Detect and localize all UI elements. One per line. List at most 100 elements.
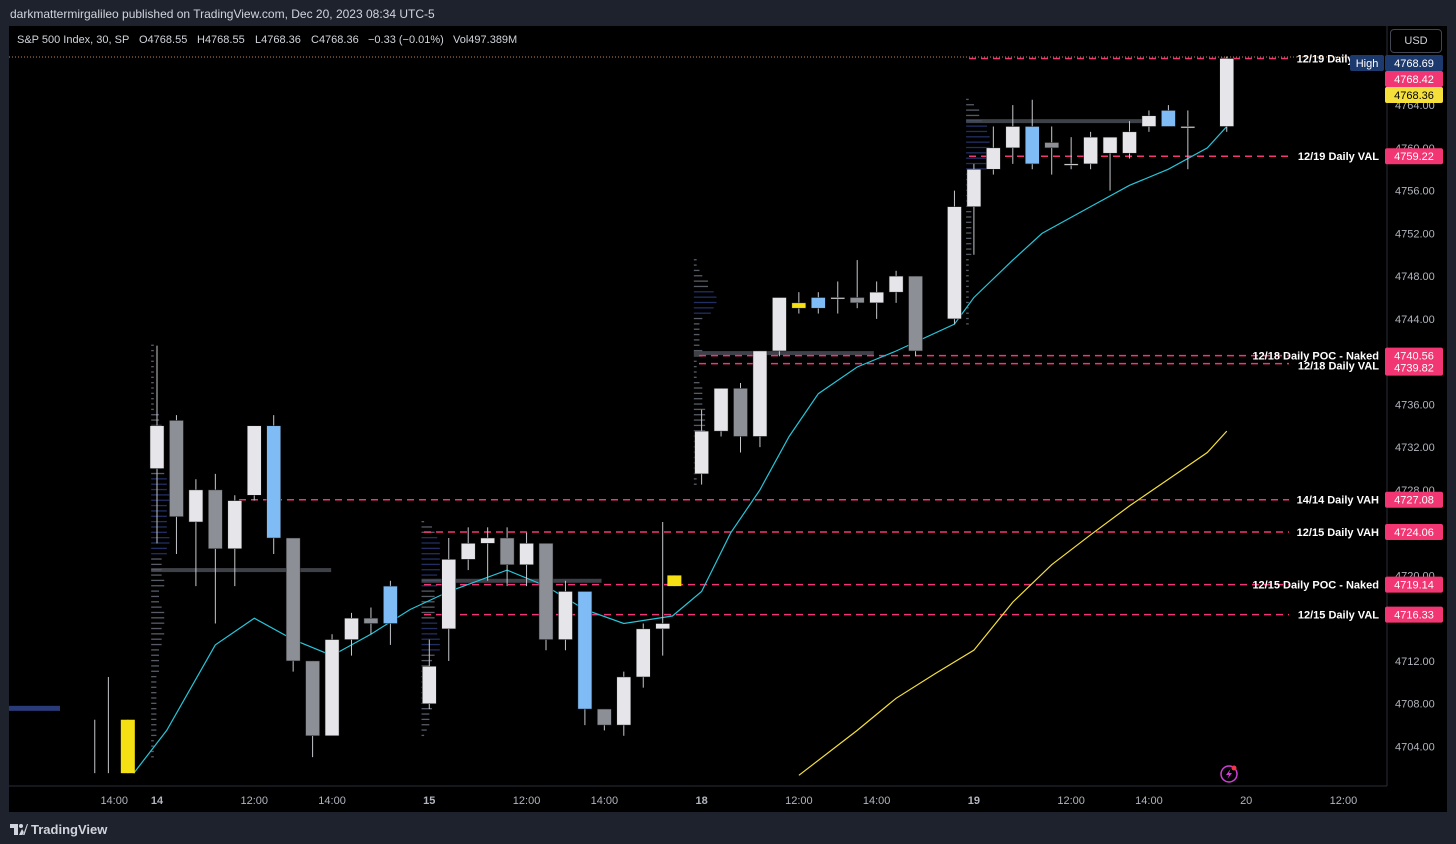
alert-icon[interactable] [1220,765,1238,783]
time-tick-label: 19 [968,795,980,807]
profile-bar [151,398,154,400]
time-tick-label: 14:00 [318,795,346,807]
profile-bar [421,654,435,656]
legend-low: L4768.36 [255,34,301,46]
profile-bar [966,312,969,314]
profile-bar [151,638,162,640]
level-badge [1385,359,1443,376]
profile-bar [966,280,969,282]
price-tick-label: 4756.00 [1395,186,1435,198]
mid-value: 4768.42 [1394,74,1434,86]
candle-body [188,489,204,523]
candle-body [616,676,632,726]
high-value-badge [1385,55,1443,71]
profile-bar [151,387,154,389]
profile-bar [151,675,157,678]
profile-bar [966,301,969,304]
high-value: 4768.69 [1394,58,1434,70]
level-badge [1385,491,1443,508]
profile-bar [421,585,438,587]
chart-legend: S&P 500 Index, 30, SP O4768.55 H4768.55 … [17,34,517,46]
profile-bar [151,424,162,427]
profile-bar [966,285,969,288]
profile-bar [966,227,972,229]
profile-bar [966,210,972,213]
price-badges: 4759.224740.564739.824727.084724.064719.… [1350,55,1443,623]
time-tick-label: 12:00 [1330,795,1358,807]
profile-bar [693,382,700,384]
profile-bar [693,323,700,325]
candle-body [908,275,923,352]
profile-bar [151,553,167,555]
profile-bar [693,419,706,421]
level-label: 12/18 Daily POC - Naked [1252,351,1379,363]
chart-area[interactable]: 12/19 Daily VAH 12/19 Daily VAL 12/18 Dail… [9,26,1447,812]
profile-bar [151,633,165,635]
profile-bar [151,344,154,346]
profile-bar [966,221,972,223]
time-tick-label: 12:00 [785,795,813,807]
legend-volume: Vol497.389M [453,34,517,46]
candle-body [1005,126,1021,149]
footer-bar: TradingView [0,812,1456,844]
level-label: 14/14 Daily VAH [1297,495,1379,507]
level-label: 12/15 Daily VAH [1297,527,1379,539]
profile-bar [151,526,167,528]
profile-bar [151,585,165,587]
candle-body [247,425,262,496]
time-tick-label: 20 [1240,795,1252,807]
profile-bar [421,734,425,737]
profile-bar [151,665,160,667]
profile-bar [151,697,157,699]
legend-symbol: S&P 500 Index, 30, SP [17,34,129,46]
profile-bar [421,665,430,667]
candle-body [1063,163,1079,166]
profile-bar [693,285,708,288]
profile-bar [151,750,154,753]
legend-change: −0.33 (−0.01%) [368,34,444,46]
candle-body [499,537,515,565]
level-badge [1385,148,1443,165]
candle-body [830,297,845,300]
profile-bar [151,355,154,357]
candle-body [1161,110,1176,127]
profile-bar [421,718,430,721]
candle-body [888,275,904,293]
profile-bar [966,130,988,133]
profile-bar [421,595,435,598]
profile-bar [151,681,157,683]
time-tick-label: 14:00 [100,795,128,807]
candle-body [1044,142,1059,149]
publisher-bar: darkmattermirgalileo published on Tradin… [0,0,1456,26]
profile-bar [421,627,438,630]
profile-bar [693,344,700,346]
profile-bar [966,216,972,218]
profile-bar [693,339,700,341]
currency-button[interactable]: USD [1390,29,1442,53]
profile-bar [966,146,990,149]
profile-bar [151,472,165,475]
profile-bar [151,611,165,614]
profile-bar [693,430,706,432]
profile-bar [151,499,170,501]
candle-body [422,666,437,704]
profile-bar [966,307,969,309]
candle-body [636,628,651,678]
profile-bar [693,483,697,485]
profile-bar [421,649,440,651]
profile-bar [151,606,162,608]
level-badge-value: 4716.33 [1394,610,1434,622]
profile-bar [151,595,160,598]
candle-body [947,206,962,320]
candle-body [344,617,359,640]
profile-bar [966,275,969,277]
tradingview-logo-icon [10,824,28,835]
profile-bar [151,365,154,368]
profile-bar [421,558,440,560]
profile-bar [421,547,440,550]
profile-bar [693,424,706,427]
time-tick-label: 18 [695,795,707,807]
profile-poc [966,119,1147,124]
tradingview-logo[interactable]: TradingView [10,822,107,837]
